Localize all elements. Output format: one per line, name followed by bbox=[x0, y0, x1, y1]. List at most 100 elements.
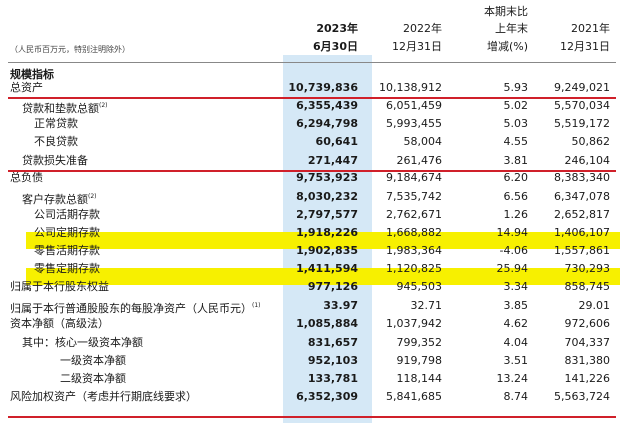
change-pct: -4.06 bbox=[499, 244, 528, 257]
table-row: 零售定期存款 1,411,594 1,120,825 25.94 730,293 bbox=[0, 259, 622, 278]
change-pct: 4.55 bbox=[503, 135, 529, 148]
row-label: 正常贷款 bbox=[34, 114, 78, 133]
value-2021: 831,380 bbox=[564, 354, 611, 367]
value-2023-h1: 8,030,232 bbox=[296, 190, 358, 203]
col2-year: 2022年 bbox=[403, 22, 442, 35]
row-label-text: 一级资本净额 bbox=[60, 354, 126, 367]
change-pct: 25.94 bbox=[496, 262, 529, 275]
value-2023-h1: 133,781 bbox=[307, 372, 358, 385]
value-2023-h1: 10,739,836 bbox=[288, 81, 358, 94]
col1-date: 6月30日 bbox=[313, 40, 358, 53]
value-2023-h1: 6,355,439 bbox=[296, 99, 358, 112]
row-label-text: 总负债 bbox=[10, 171, 43, 184]
row-label-text: 贷款损失准备 bbox=[22, 154, 88, 167]
row-label: 公司定期存款 bbox=[34, 223, 100, 242]
row-label-text: 资本净额（高级法） bbox=[10, 317, 109, 330]
table-row: 零售活期存款 1,902,835 1,983,364 -4.06 1,557,861 bbox=[0, 241, 622, 260]
value-2021: 6,347,078 bbox=[554, 190, 610, 203]
footnote-ref: (2) bbox=[99, 102, 108, 109]
row-label: 公司活期存款 bbox=[34, 205, 100, 224]
change-pct: 4.04 bbox=[503, 336, 529, 349]
value-2023-h1: 33.97 bbox=[323, 299, 358, 312]
change-pct: 8.74 bbox=[503, 390, 529, 403]
row-label-text: 归属于本行股东权益 bbox=[10, 280, 109, 293]
value-2021: 141,226 bbox=[564, 372, 611, 385]
row-label: 一级资本净额 bbox=[60, 351, 126, 370]
row-label-text: 总资产 bbox=[10, 81, 43, 94]
unit-note: （人民币百万元，特别注明除外） bbox=[10, 45, 130, 54]
table-row: 正常贷款 6,294,798 5,993,455 5.03 5,519,172 bbox=[0, 114, 622, 133]
value-2022: 5,993,455 bbox=[386, 117, 442, 130]
value-2021: 2,652,817 bbox=[554, 208, 610, 221]
table-row: 贷款和垫款总额(2) 6,355,439 6,051,459 5.02 5,570,03… bbox=[0, 96, 622, 115]
table-row: 总资产 10,739,836 10,138,912 5.93 9,249,021 bbox=[0, 78, 622, 97]
value-2021: 972,606 bbox=[564, 317, 611, 330]
value-2023-h1: 60,641 bbox=[315, 135, 358, 148]
row-label: 贷款损失准备 bbox=[22, 151, 88, 170]
row-label: 资本净额（高级法） bbox=[10, 314, 109, 333]
row-label: 总负债 bbox=[10, 168, 43, 187]
value-2021: 50,862 bbox=[571, 135, 611, 148]
value-2023-h1: 6,294,798 bbox=[296, 117, 358, 130]
value-2021: 730,293 bbox=[564, 262, 611, 275]
value-2022: 58,004 bbox=[403, 135, 443, 148]
value-2022: 2,762,671 bbox=[386, 208, 442, 221]
value-2023-h1: 1,918,226 bbox=[296, 226, 358, 239]
row-label-text: 正常贷款 bbox=[34, 117, 78, 130]
col3-header-line2: 上年末 bbox=[495, 22, 528, 35]
value-2021: 5,563,724 bbox=[554, 390, 610, 403]
row-label-text: 贷款和垫款总额 bbox=[22, 102, 99, 115]
table-row: 风险加权资产（考虑并行期底线要求） 6,352,309 5,841,685 8.74 5… bbox=[0, 387, 622, 406]
highlight-corporate-time-deposits bbox=[26, 232, 620, 249]
row-label-text: 二级资本净额 bbox=[60, 372, 126, 385]
change-pct: 6.20 bbox=[503, 171, 529, 184]
value-2022: 7,535,742 bbox=[386, 190, 442, 203]
col3-header-line1: 本期末比 bbox=[484, 5, 528, 18]
row-label-text: 零售活期存款 bbox=[34, 244, 100, 257]
value-2022: 1,668,882 bbox=[386, 226, 442, 239]
table-row: 一级资本净额 952,103 919,798 3.51 831,380 bbox=[0, 351, 622, 370]
row-label-text: 客户存款总额 bbox=[22, 193, 88, 206]
value-2022: 6,051,459 bbox=[386, 99, 442, 112]
row-label-text: 其中：核心一级资本净额 bbox=[22, 336, 143, 349]
value-2022: 32.71 bbox=[410, 299, 443, 312]
row-label-text: 不良贷款 bbox=[34, 135, 78, 148]
value-2023-h1: 1,085,884 bbox=[296, 317, 358, 330]
row-label: 客户存款总额(2) bbox=[22, 187, 97, 209]
value-2022: 9,184,674 bbox=[386, 171, 442, 184]
value-2023-h1: 831,657 bbox=[307, 336, 358, 349]
row-label-text: 归属于本行普通股股东的每股净资产（人民币元） bbox=[10, 302, 252, 315]
change-pct: 3.85 bbox=[503, 299, 529, 312]
row-label: 风险加权资产（考虑并行期底线要求） bbox=[10, 387, 197, 406]
change-pct: 13.24 bbox=[496, 372, 529, 385]
row-label-text: 公司活期存款 bbox=[34, 208, 100, 221]
change-pct: 3.81 bbox=[503, 154, 529, 167]
col3-header-line3: 增减(%) bbox=[486, 40, 528, 53]
value-2021: 1,406,107 bbox=[554, 226, 610, 239]
table-row: 公司活期存款 2,797,577 2,762,671 1.26 2,652,817 bbox=[0, 205, 622, 224]
col4-date: 12月31日 bbox=[560, 40, 610, 53]
value-2022: 799,352 bbox=[396, 336, 443, 349]
row-label: 不良贷款 bbox=[34, 132, 78, 151]
footnote-ref: (1) bbox=[252, 302, 261, 309]
value-2021: 858,745 bbox=[564, 280, 611, 293]
row-label-text: 公司定期存款 bbox=[34, 226, 100, 239]
table-row: 贷款损失准备 271,447 261,476 3.81 246,104 bbox=[0, 151, 622, 170]
row-label: 贷款和垫款总额(2) bbox=[22, 96, 108, 118]
red-underline-loan-loss-reserve bbox=[8, 170, 616, 172]
value-2021: 1,557,861 bbox=[554, 244, 610, 257]
highlight-retail-time-deposits bbox=[26, 268, 620, 285]
change-pct: 6.56 bbox=[503, 190, 529, 203]
col1-year: 2023年 bbox=[316, 22, 358, 35]
value-2023-h1: 952,103 bbox=[307, 354, 358, 367]
table-row: 不良贷款 60,641 58,004 4.55 50,862 bbox=[0, 132, 622, 151]
table-row: 其中：核心一级资本净额 831,657 799,352 4.04 704,337 bbox=[0, 333, 622, 352]
change-pct: 3.34 bbox=[503, 280, 529, 293]
table-row: 归属于本行股东权益 977,126 945,503 3.34 858,745 bbox=[0, 277, 622, 296]
row-label: 其中：核心一级资本净额 bbox=[22, 333, 143, 352]
table-row: 公司定期存款 1,918,226 1,668,882 14.94 1,406,107 bbox=[0, 223, 622, 242]
header-divider bbox=[8, 62, 616, 63]
table-row: 归属于本行普通股股东的每股净资产（人民币元）(1) 33.97 32.71 3.85 2… bbox=[0, 296, 622, 315]
change-pct: 5.02 bbox=[503, 99, 529, 112]
value-2023-h1: 1,902,835 bbox=[296, 244, 358, 257]
